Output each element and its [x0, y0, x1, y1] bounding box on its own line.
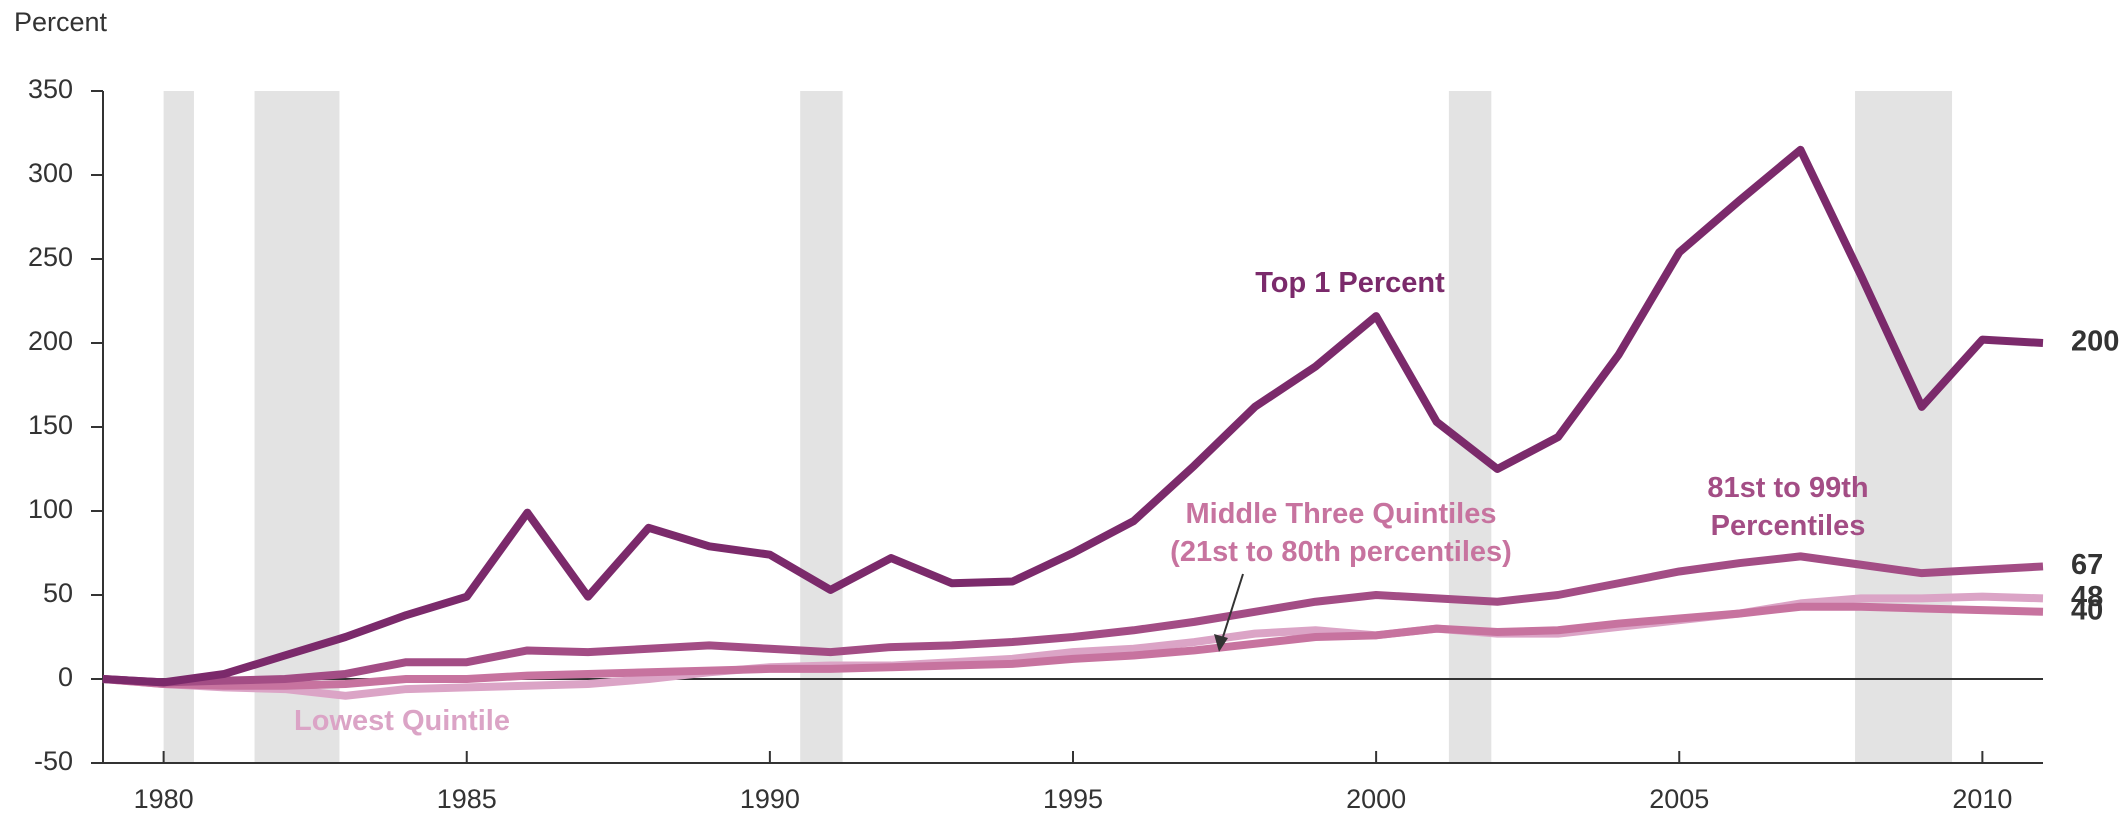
- series-label: Lowest Quintile: [294, 705, 510, 737]
- y-axis-label: Percent: [14, 7, 108, 37]
- series-label: Top 1 Percent: [1255, 267, 1445, 299]
- y-tick-label: 50: [43, 578, 73, 608]
- y-tick-label: 300: [28, 158, 73, 188]
- y-tick-label: 350: [28, 74, 73, 104]
- x-tick-label: 2000: [1346, 784, 1406, 814]
- series-line: [102, 602, 2044, 690]
- annotation-arrow: [1221, 573, 1244, 641]
- shaded-period: [163, 91, 194, 763]
- series-line: [102, 552, 2044, 687]
- x-tick-label: 1980: [134, 784, 194, 814]
- series-label: 81st to 99th Percentiles: [1707, 472, 1869, 542]
- series-label: Middle Three Quintiles (21st to 80th per…: [1170, 498, 1512, 568]
- x-tick-label: 1985: [437, 784, 497, 814]
- x-tick-label: 1995: [1043, 784, 1103, 814]
- y-tick-label: 250: [28, 242, 73, 272]
- shaded-period: [1448, 91, 1492, 763]
- annotation-arrowhead: [1214, 634, 1228, 652]
- y-tick-label: 200: [28, 326, 73, 356]
- x-tick-label: 2005: [1649, 784, 1709, 814]
- end-value-label: 67: [2071, 549, 2103, 581]
- y-tick-label: 100: [28, 494, 73, 524]
- y-tick-label: 0: [58, 662, 73, 692]
- y-tick-label: 150: [28, 410, 73, 440]
- series-line: [102, 145, 2044, 687]
- x-tick-label: 2010: [1952, 784, 2012, 814]
- end-value-label: 48: [2071, 581, 2103, 613]
- x-tick-label: 1990: [740, 784, 800, 814]
- y-tick-label: -50: [34, 746, 73, 776]
- end-value-label: 40: [2071, 594, 2103, 626]
- end-value-label: 200: [2071, 326, 2119, 358]
- shaded-period: [1855, 91, 1953, 763]
